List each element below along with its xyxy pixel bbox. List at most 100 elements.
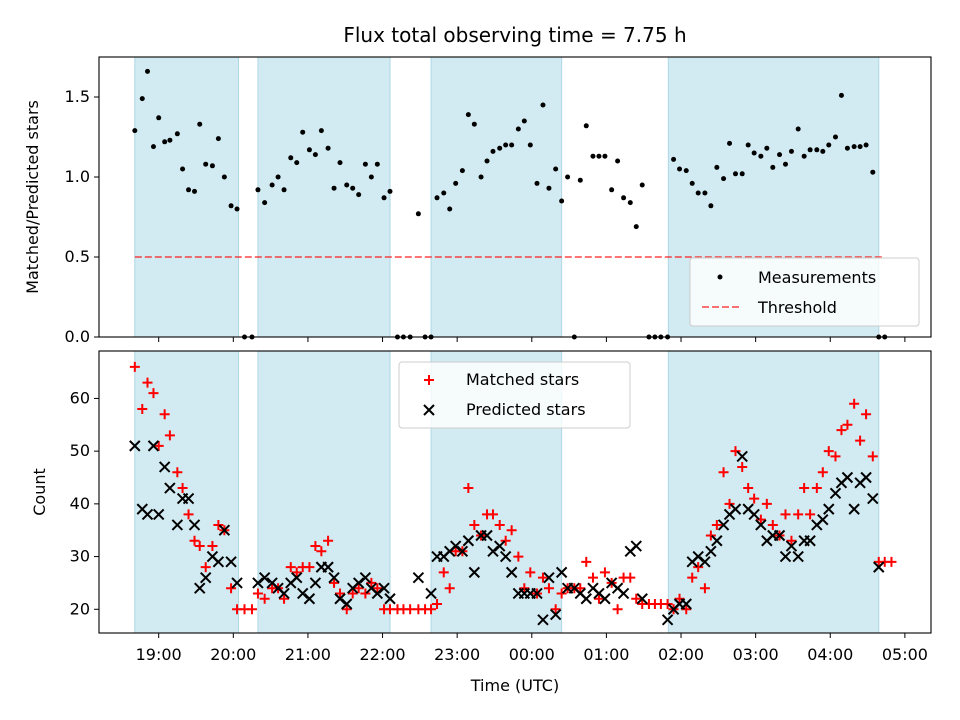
- figure-title: Flux total observing time = 7.75 h: [343, 23, 686, 47]
- measurement-point: [553, 166, 559, 172]
- measurement-point: [826, 142, 832, 148]
- measurement-point: [374, 161, 380, 167]
- predicted-star-point: [531, 587, 543, 600]
- matched-star-point: [749, 493, 760, 504]
- measurement-point: [281, 187, 287, 193]
- predicted-star-point: [141, 508, 154, 521]
- measurement-point: [863, 142, 869, 148]
- matched-star-point: [525, 567, 536, 578]
- matched-star-point: [153, 440, 164, 451]
- measurement-point: [795, 126, 801, 132]
- measurement-point: [434, 195, 440, 201]
- matched-star-point: [855, 435, 866, 446]
- measurement-point: [368, 174, 374, 180]
- legend-measurements-label: Measurements: [758, 268, 876, 287]
- matched-star-point: [207, 541, 218, 552]
- predicted-star-point: [487, 545, 499, 558]
- matched-star-point: [500, 535, 511, 546]
- measurement-points: [132, 68, 888, 340]
- predicted-star-point: [748, 508, 760, 521]
- measurement-point: [459, 168, 465, 174]
- bottom-y-axis-label: Count: [30, 468, 49, 516]
- matched-star-point: [805, 509, 816, 520]
- matched-star-point: [886, 556, 897, 567]
- matched-star-point: [285, 562, 296, 573]
- measurement-point: [534, 180, 540, 186]
- matched-star-points: [129, 361, 897, 615]
- matched-star-point: [823, 446, 834, 457]
- measurement-point: [689, 180, 695, 186]
- matched-star-point: [164, 430, 175, 441]
- predicted-star-point: [297, 587, 309, 600]
- predicted-star-point: [352, 577, 365, 589]
- measurement-point: [639, 182, 645, 188]
- legend-x-glyph: [423, 404, 435, 416]
- y-tick-label: 20: [70, 599, 90, 618]
- predicted-star-point: [729, 503, 742, 515]
- matched-star-point: [612, 604, 623, 615]
- measurement-point: [192, 188, 198, 194]
- measurement-point: [851, 144, 857, 150]
- measurement-point: [453, 180, 459, 186]
- matched-star-point: [793, 509, 804, 520]
- measurement-point: [788, 148, 794, 154]
- predicted-star-point: [867, 492, 879, 505]
- matched-star-point: [543, 583, 554, 594]
- measurement-point: [318, 128, 324, 134]
- predicted-star-point: [549, 608, 562, 621]
- matched-star-point: [226, 583, 237, 594]
- matched-star-point: [426, 604, 437, 615]
- matched-star-point: [506, 525, 517, 536]
- measurement-point: [215, 136, 221, 142]
- matched-star-point: [304, 562, 315, 573]
- predicted-star-point: [384, 593, 396, 605]
- predicted-star-point: [212, 556, 225, 568]
- measurement-point: [325, 145, 331, 151]
- x-tick-label: 22:00: [359, 645, 405, 664]
- matched-star-point: [743, 483, 754, 494]
- matched-star-point: [432, 599, 443, 610]
- predicted-star-point: [462, 535, 475, 547]
- matched-star-point: [836, 425, 847, 436]
- predicted-star-point: [303, 593, 316, 605]
- measurement-point: [331, 185, 337, 191]
- predicted-star-points: [129, 440, 885, 626]
- top-axes-frame: [98, 56, 932, 338]
- matched-star-point: [786, 535, 797, 546]
- top-shaded-intervals: [134, 56, 880, 338]
- predicted-star-point: [171, 519, 184, 531]
- predicted-star-point: [705, 545, 717, 558]
- measurement-point: [801, 153, 807, 159]
- x-tick-label: 00:00: [509, 645, 555, 664]
- measurement-point: [234, 206, 240, 212]
- matched-star-point: [817, 467, 828, 478]
- top-y-axis-label: Matched/Predicted stars: [23, 100, 42, 294]
- legend-predicted-marker: [423, 404, 435, 416]
- legend-measurements-marker: [717, 274, 723, 280]
- predicted-star-point: [449, 540, 462, 552]
- measurement-point: [174, 131, 180, 137]
- predicted-star-point: [860, 471, 872, 484]
- x-tick-label: 03:00: [733, 645, 779, 664]
- legend-matched-marker: [424, 375, 434, 385]
- top-x-ticks: [158, 337, 906, 342]
- shaded-interval: [257, 56, 391, 338]
- predicted-star-point: [309, 577, 322, 589]
- matched-star-point: [291, 567, 302, 578]
- measurement-point: [387, 188, 393, 194]
- y-tick-label: 1.0: [65, 167, 90, 186]
- measurement-point: [515, 126, 521, 132]
- shaded-interval: [134, 350, 240, 634]
- measurement-point: [708, 203, 714, 209]
- x-tick-label: 05:00: [882, 645, 928, 664]
- measurement-point: [857, 144, 863, 150]
- y-tick-label: 40: [70, 494, 90, 513]
- matched-star-point: [444, 583, 455, 594]
- predicted-star-point: [680, 598, 692, 610]
- x-tick-label: 01:00: [583, 645, 629, 664]
- predicted-star-point: [456, 545, 469, 558]
- matched-star-point: [360, 588, 371, 599]
- predicted-star-point: [717, 519, 730, 531]
- measurement-point: [745, 142, 751, 148]
- matched-star-point: [867, 451, 878, 462]
